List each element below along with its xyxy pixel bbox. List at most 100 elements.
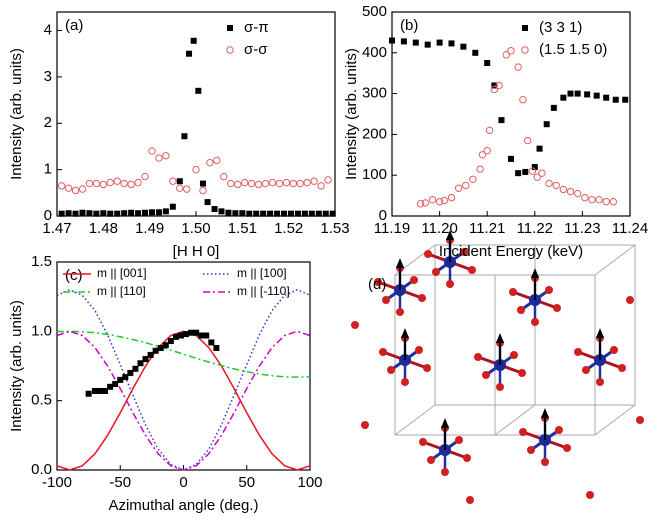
data-point: [289, 179, 297, 188]
plot-frame: [391, 11, 631, 217]
data-point: [533, 173, 541, 181]
data-point: [447, 193, 456, 202]
data-point: [584, 91, 591, 98]
data-point: [416, 200, 425, 208]
y-tick-label: 2: [44, 114, 52, 131]
data-point: [132, 365, 139, 372]
data-point: [169, 177, 177, 185]
x-tick-label: 11.20: [421, 220, 457, 237]
data-point: [478, 151, 487, 159]
data-point: [552, 181, 560, 190]
data-point: [574, 90, 581, 97]
data-point: [71, 186, 80, 195]
data-point: [192, 165, 200, 174]
data-point: [281, 210, 288, 217]
data-point: [176, 178, 183, 185]
data-point: [206, 158, 214, 167]
y-tick-label: 0: [44, 207, 52, 224]
data-point: [515, 170, 522, 177]
data-point: [389, 37, 395, 44]
curve: [56, 330, 311, 378]
data-point: [208, 339, 215, 346]
data-point: [484, 60, 491, 66]
curve: [56, 330, 311, 471]
x-tick-label: 1.48: [89, 220, 118, 237]
data-point: [448, 40, 455, 47]
data-point: [303, 178, 311, 187]
data-point: [155, 209, 162, 216]
y-tick-label: 0.0: [31, 461, 52, 478]
data-point: [148, 209, 155, 216]
data-point: [157, 344, 164, 351]
y-axis-label: Intensity (arb. units): [343, 48, 360, 180]
data-point: [225, 209, 232, 216]
x-tick-label: 1.52: [274, 220, 303, 237]
legend-marker: [226, 46, 234, 54]
data-point: [128, 209, 135, 216]
y-tick-label: 300: [362, 85, 387, 102]
data-point: [122, 374, 129, 381]
y-tick-label: 1.0: [31, 322, 52, 339]
data-point: [177, 332, 184, 339]
data-point: [169, 203, 176, 210]
data-point: [239, 210, 246, 217]
data-point: [253, 210, 260, 217]
y-tick-label: 1.5: [31, 253, 52, 270]
data-point: [117, 376, 124, 383]
data-point: [107, 383, 114, 390]
data-point: [195, 87, 202, 94]
x-tick-label: 11.23: [564, 220, 600, 237]
data-point: [460, 43, 467, 50]
x-tick-label: 1.49: [135, 220, 164, 237]
x-axis-label: Azimuthal angle (deg.): [108, 497, 258, 514]
data-point: [593, 92, 600, 99]
data-point: [193, 329, 200, 336]
data-point: [472, 49, 479, 56]
data-point: [543, 121, 550, 128]
data-point: [183, 331, 190, 338]
data-point: [421, 199, 430, 207]
y-tick-label: 400: [362, 44, 387, 61]
data-point: [550, 104, 557, 111]
data-point: [167, 338, 174, 345]
x-tick-label: 11.24: [612, 220, 648, 237]
data-point: [78, 185, 87, 193]
data-point: [227, 179, 235, 188]
data-point: [102, 387, 109, 394]
x-tick-label: 1.53: [320, 220, 349, 237]
data-point: [204, 199, 211, 206]
data-point: [308, 210, 315, 217]
data-point: [310, 177, 318, 185]
data-point: [545, 179, 553, 188]
data-point: [147, 351, 154, 358]
data-point: [99, 180, 108, 189]
data-point: [106, 178, 114, 187]
panel-label: (b): [400, 17, 418, 34]
data-point: [142, 209, 149, 216]
data-point: [114, 210, 121, 217]
data-point: [469, 175, 477, 183]
data-point: [435, 198, 444, 206]
data-point: [85, 179, 94, 188]
data-point: [107, 210, 114, 217]
data-point: [317, 182, 325, 190]
data-point: [121, 210, 128, 217]
data-point: [213, 156, 221, 165]
data-point: [507, 47, 515, 55]
legend-label: (3 3 1): [539, 19, 582, 36]
data-point: [322, 210, 329, 217]
data-point: [296, 179, 304, 188]
data-point: [498, 117, 505, 124]
data-point: [148, 147, 156, 155]
data-point: [282, 178, 291, 187]
data-point: [86, 210, 93, 217]
y-tick-label: 4: [44, 22, 52, 39]
data-point: [519, 96, 527, 104]
legend-label: m || [110]: [97, 284, 146, 298]
legend-label: m || [-110]: [237, 284, 290, 298]
data-point: [162, 152, 170, 160]
data-point: [622, 96, 629, 103]
data-point: [424, 41, 431, 48]
data-point: [100, 210, 107, 217]
